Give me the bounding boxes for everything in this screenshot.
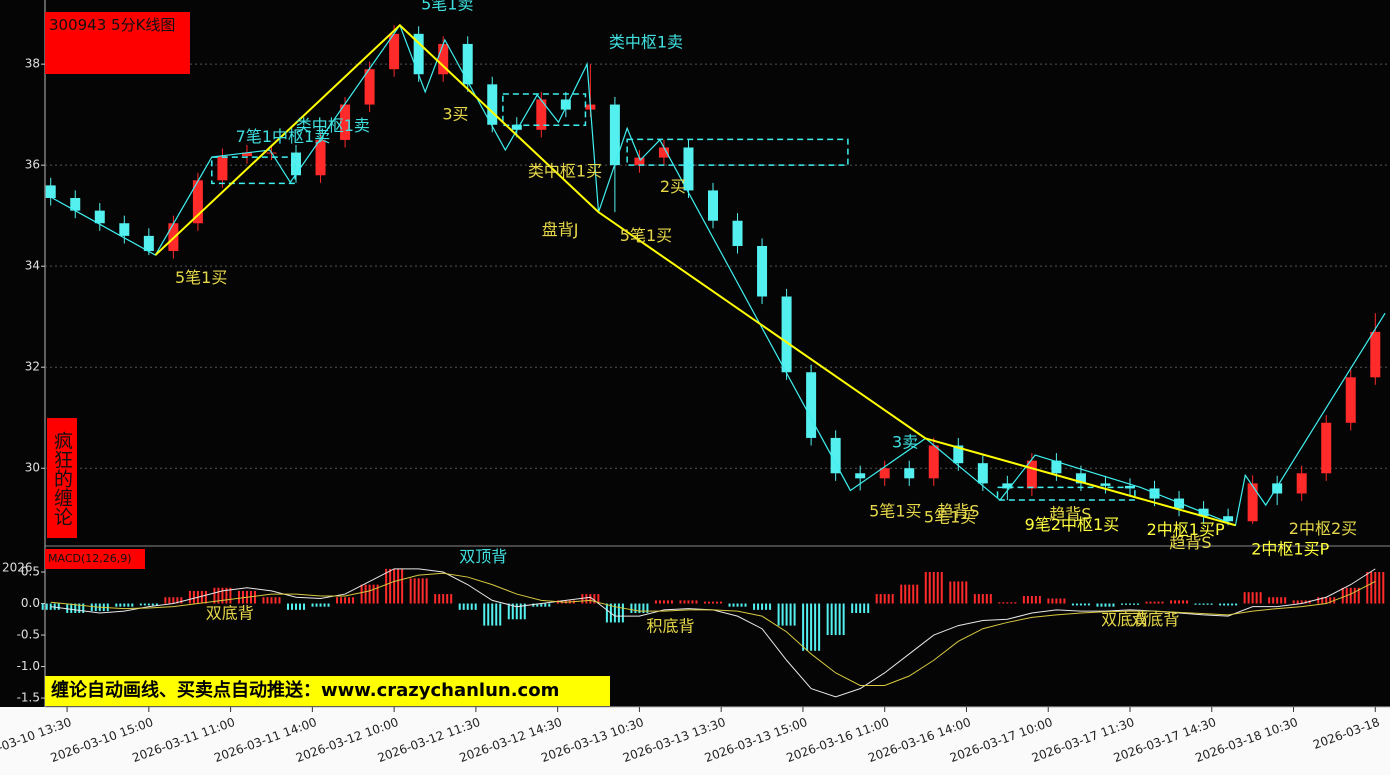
- annotation: 3卖: [892, 432, 918, 451]
- candle-body: [683, 147, 694, 191]
- candle-body: [634, 157, 645, 166]
- y-tick-label: 32: [25, 360, 40, 374]
- macd-label: MACD(12,26,9): [45, 549, 145, 569]
- y-tick-label: 0.5: [21, 565, 40, 579]
- annotation: 5笔1买: [869, 502, 921, 521]
- annotation: 双底背: [1101, 610, 1149, 629]
- candle-body: [364, 69, 375, 105]
- candle-body: [977, 463, 988, 484]
- candle-body: [511, 124, 522, 130]
- annotation: 2中枢1买P: [1147, 520, 1225, 539]
- candle-body: [879, 468, 890, 479]
- annotation: 双底背: [1131, 610, 1179, 629]
- candle-body: [781, 296, 792, 373]
- candle-body: [340, 104, 351, 140]
- candle-body: [1051, 460, 1062, 474]
- annotation: 7笔1中枢1卖: [236, 127, 331, 146]
- candle-body: [928, 445, 939, 479]
- annotation: 5笔1买: [924, 508, 976, 527]
- y-tick-label: 36: [25, 158, 40, 172]
- candle-body: [217, 156, 228, 181]
- annotation: 双底背: [206, 604, 254, 623]
- candle-body: [1174, 498, 1185, 509]
- candle-body: [1321, 422, 1332, 474]
- candle-body: [658, 147, 669, 158]
- candle-body: [1026, 460, 1037, 489]
- candle-body: [1247, 483, 1258, 522]
- candle-body: [904, 468, 915, 479]
- candle-body: [45, 185, 56, 198]
- candle-body: [1345, 377, 1356, 423]
- candle-body: [94, 210, 105, 224]
- banner: 缠论自动画线、买卖点自动推送：www.crazychanlun.com: [45, 676, 610, 706]
- annotation: 2买: [660, 177, 686, 196]
- candle-body: [1075, 473, 1086, 484]
- candle-body: [953, 445, 964, 464]
- y-tick-label: -1.0: [17, 659, 40, 673]
- candle-body: [291, 152, 302, 176]
- y-tick-label: -1.5: [17, 691, 40, 705]
- annotation: 5笔1卖: [421, 0, 473, 14]
- dea-line: [50, 572, 1376, 686]
- candle-body: [708, 190, 719, 221]
- side-label: 疯狂的缠论: [47, 418, 77, 538]
- pivot-box: [502, 93, 587, 127]
- candle-body: [830, 437, 841, 474]
- candle-body: [119, 223, 130, 236]
- annotation: 2中枢2买: [1289, 519, 1357, 538]
- annotation: 类中枢1卖: [296, 116, 370, 135]
- segment-line: [154, 23, 1236, 527]
- stroke-line: [52, 23, 1386, 527]
- candle-body: [855, 473, 866, 479]
- annotation: 9笔2中枢1买: [1025, 515, 1120, 534]
- candle-body: [70, 197, 81, 211]
- y-tick-label: 38: [25, 57, 40, 71]
- y-tick-label: -0.5: [17, 628, 40, 642]
- axis-fragment: 2026: [2, 561, 33, 575]
- pivot-box: [996, 486, 1136, 501]
- y-tick-label: 0.0: [21, 596, 40, 610]
- candle-body: [1370, 331, 1381, 378]
- candle-body: [1100, 483, 1111, 486]
- annotation: 5笔1买: [620, 226, 672, 245]
- annotation: 类中枢1买: [528, 162, 602, 181]
- annotation: 5笔1买: [175, 268, 227, 287]
- candle-body: [462, 43, 473, 85]
- candle-body: [389, 33, 400, 70]
- x-axis-band: [0, 707, 1390, 775]
- candle-body: [487, 84, 498, 125]
- candle-body: [560, 99, 571, 110]
- candle-body: [1223, 516, 1234, 522]
- annotation: 类中枢1卖: [609, 32, 683, 51]
- candle-body: [732, 220, 743, 246]
- annotation: 2中枢1买P: [1251, 540, 1329, 559]
- candle-body: [806, 372, 817, 438]
- annotation: 趋背S: [1169, 533, 1211, 552]
- y-tick-label: 30: [25, 461, 40, 475]
- candle-body: [413, 33, 424, 75]
- candle-body: [241, 152, 252, 157]
- candle-body: [536, 99, 547, 130]
- title-box: 300943 5分K线图: [45, 12, 190, 74]
- candle-body: [315, 139, 326, 176]
- candle-body: [757, 245, 768, 297]
- candle-body: [1272, 483, 1283, 494]
- candle-body: [192, 180, 203, 224]
- annotation: 积底背: [646, 616, 694, 635]
- annotation: 双顶背: [459, 547, 507, 566]
- candle-body: [1296, 473, 1307, 494]
- y-tick-label: 34: [25, 259, 40, 273]
- annotation: 盘背J: [542, 220, 579, 239]
- candle-body: [438, 43, 449, 75]
- pivot-box: [211, 156, 296, 185]
- annotation: 趋背S: [1049, 505, 1091, 524]
- pivot-box: [626, 138, 849, 166]
- annotation: 3买: [442, 105, 468, 124]
- candle-body: [1002, 483, 1013, 489]
- annotation: 趋背S: [937, 502, 979, 521]
- candle-body: [609, 104, 620, 166]
- candle-body: [143, 235, 154, 252]
